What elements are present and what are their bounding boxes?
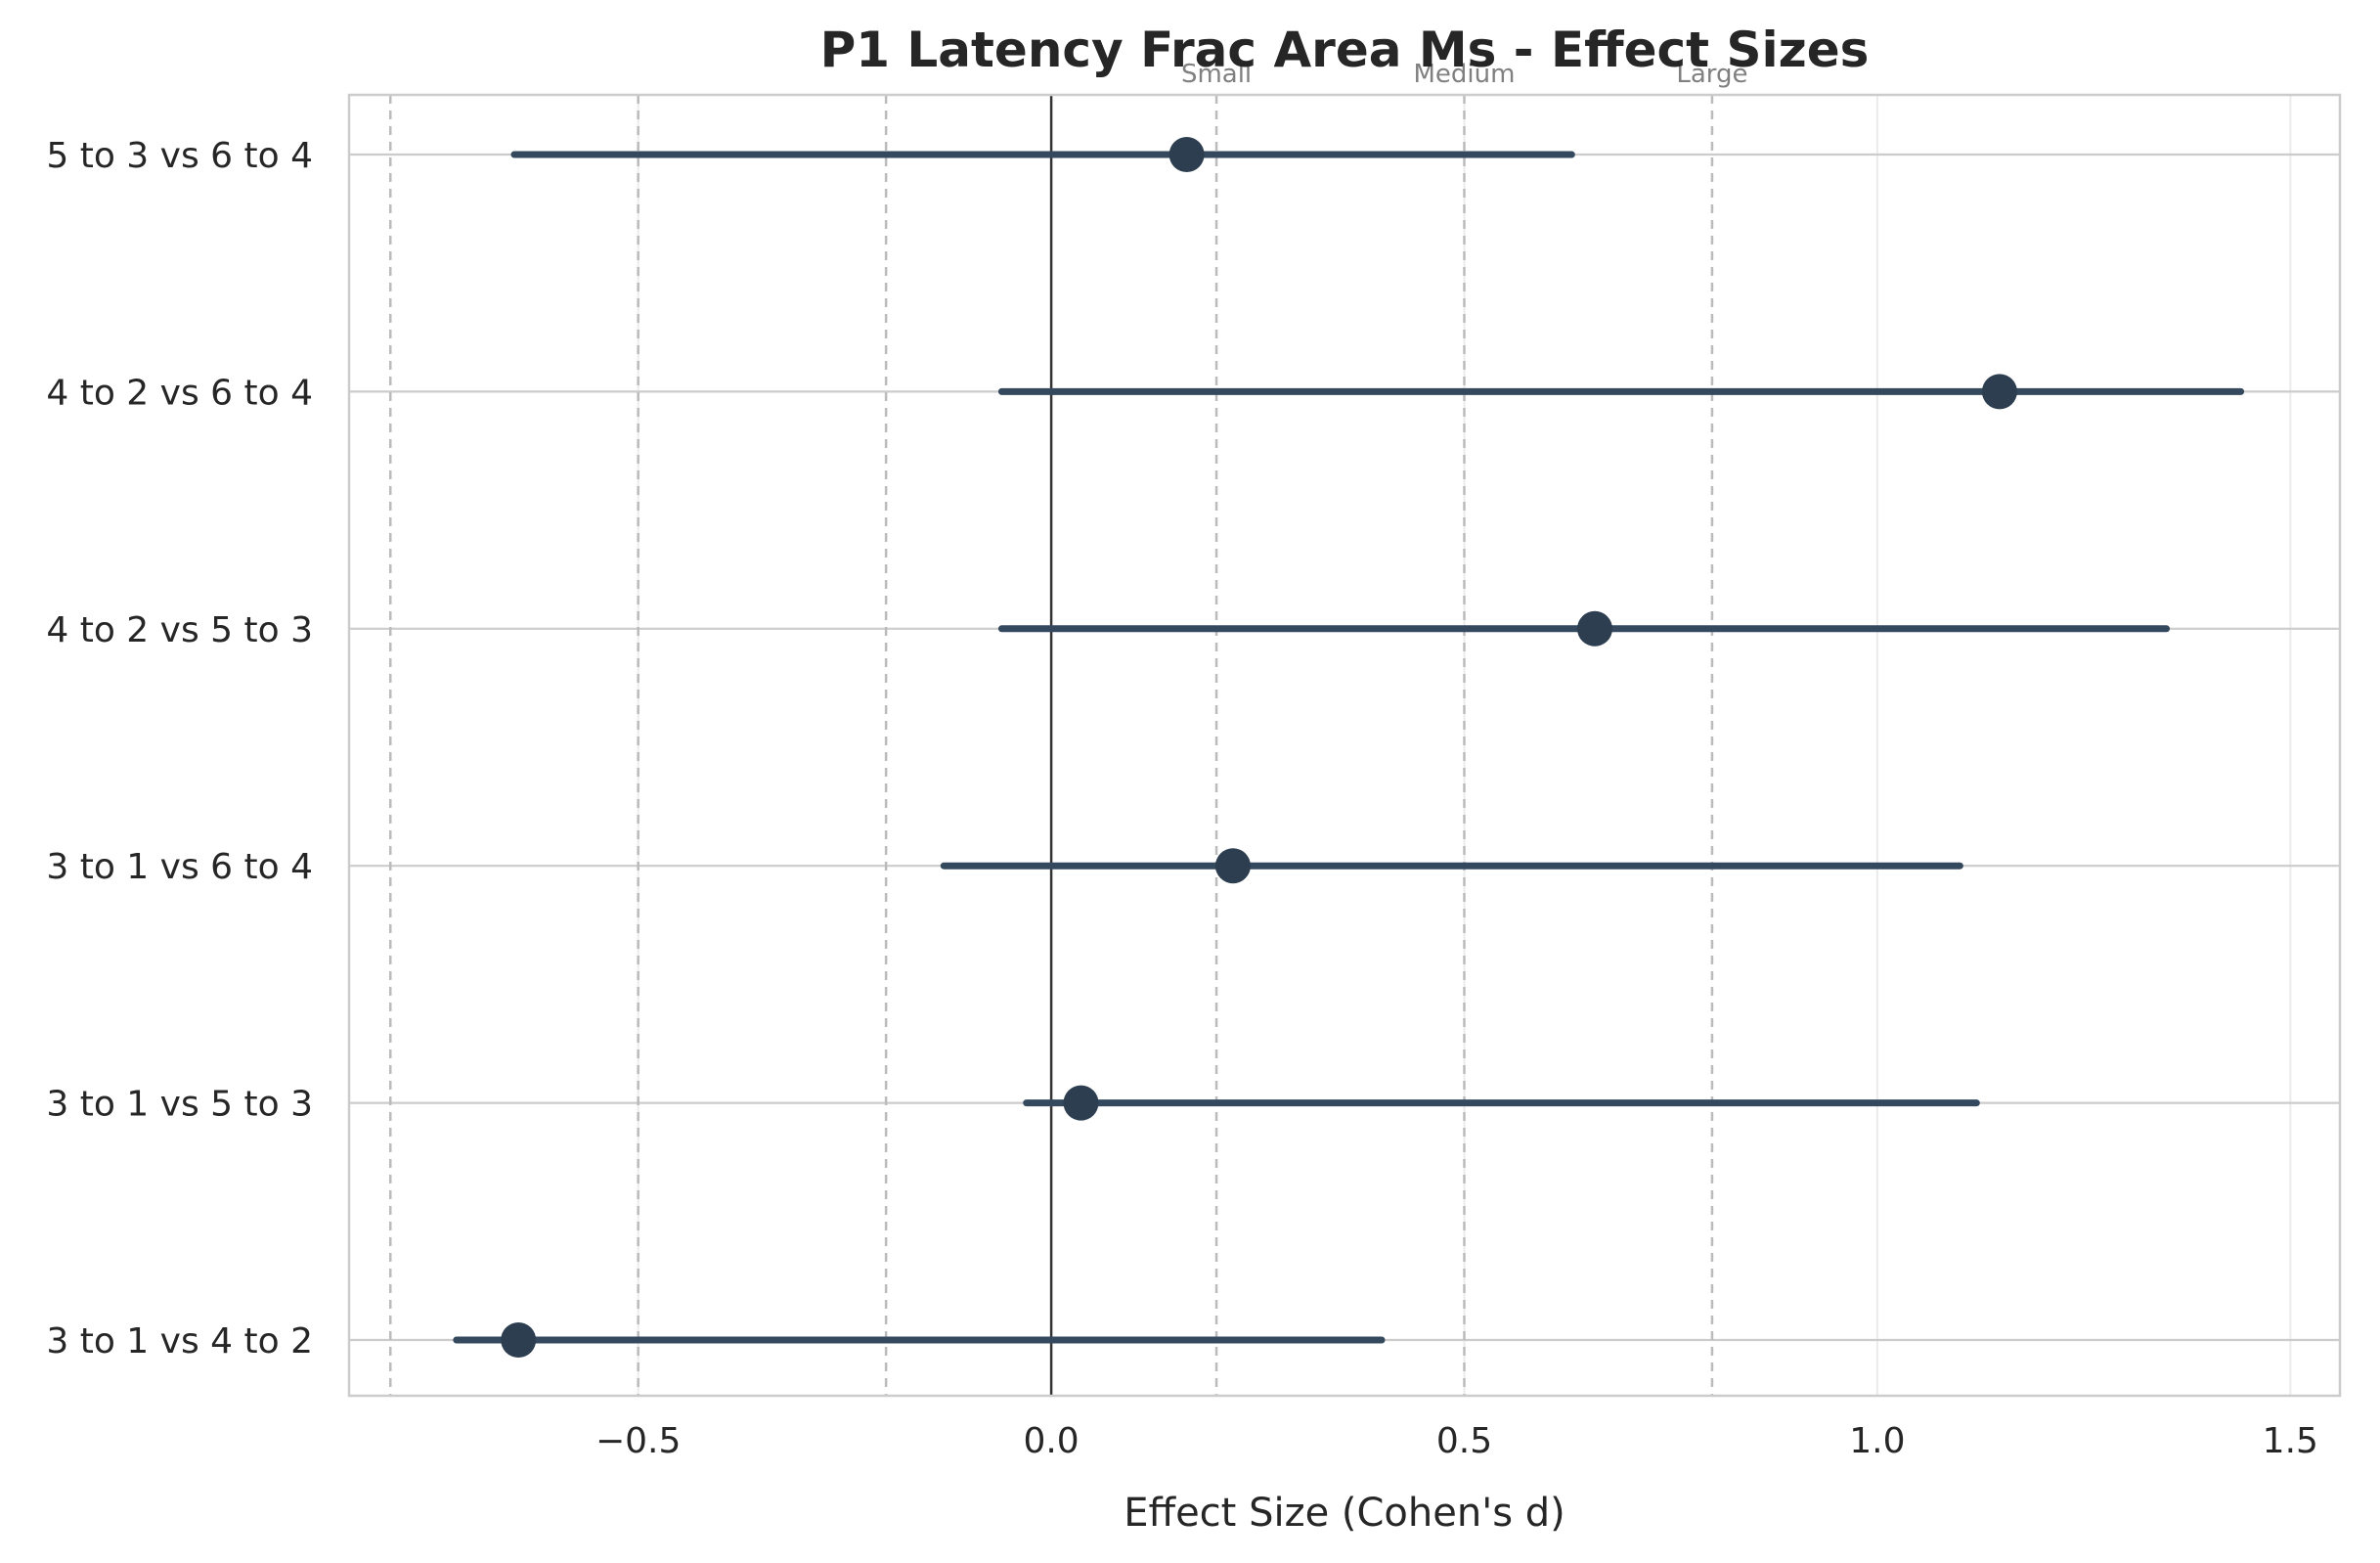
effect-point (1981, 374, 2017, 410)
data-layer (453, 137, 2245, 1358)
x-tick-label: 0.0 (1023, 1421, 1079, 1461)
x-tick-label: 1.0 (1849, 1421, 1905, 1461)
y-tick-label: 3 to 1 vs 5 to 3 (46, 1085, 313, 1125)
y-tick-label: 5 to 3 vs 6 to 4 (46, 136, 313, 176)
effect-point (1576, 610, 1612, 647)
x-tick-label: −0.5 (595, 1421, 681, 1461)
reference-label: Large (1676, 60, 1747, 89)
x-tick-label: 1.5 (2263, 1421, 2318, 1461)
effect-point (1214, 848, 1251, 884)
effect-point (501, 1322, 537, 1358)
x-axis-label: Effect Size (Cohen's d) (1124, 1491, 1565, 1536)
reference-lines: Small Medium Large (388, 60, 1748, 1396)
chart-title: P1 Latency Frac Area Ms - Effect Sizes (820, 22, 1870, 78)
axis-layer: 5 to 3 vs 6 to 4 4 to 2 vs 6 to 4 4 to 2 v… (46, 136, 2318, 1461)
x-tick-label: 0.5 (1436, 1421, 1492, 1461)
plot-frame (347, 93, 2342, 1398)
effect-point (1063, 1085, 1099, 1121)
y-tick-label: 3 to 1 vs 6 to 4 (46, 847, 313, 887)
effect-point (1168, 137, 1205, 172)
y-tick-label: 3 to 1 vs 4 to 2 (46, 1321, 313, 1362)
reference-label: Small (1181, 60, 1252, 89)
y-tick-label: 4 to 2 vs 6 to 4 (46, 373, 313, 413)
y-tick-label: 4 to 2 vs 5 to 3 (46, 610, 313, 650)
reference-label: Medium (1414, 60, 1516, 89)
